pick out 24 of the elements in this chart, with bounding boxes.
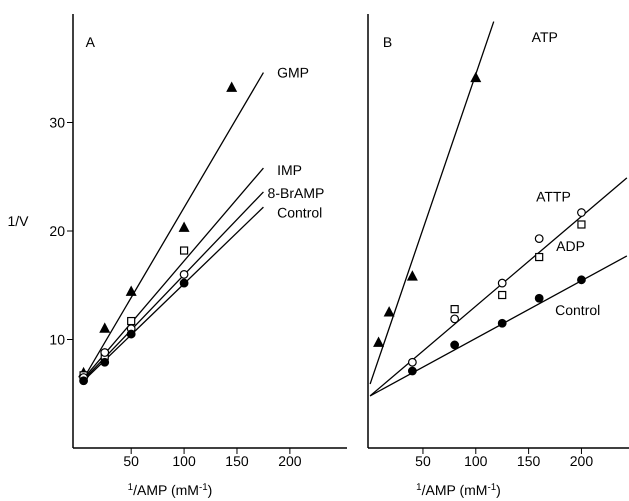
annotation: GMP — [277, 64, 310, 81]
annotation: Control — [277, 204, 322, 221]
x-tick-label: 100 — [464, 452, 488, 469]
x-tick-label: 200 — [278, 452, 302, 469]
x-tick-label: 50 — [123, 452, 140, 469]
x-tick-label: 50 — [415, 452, 431, 469]
y-tick-label: 20 — [49, 222, 66, 239]
annotation: Control — [555, 302, 600, 318]
x-tick-label: 150 — [516, 452, 541, 469]
annotation: B — [382, 34, 392, 50]
annotation: IMP — [277, 162, 302, 178]
annotation: A — [86, 34, 96, 50]
y-tick-label: 30 — [49, 114, 66, 130]
x-tick-label: 150 — [225, 452, 249, 469]
annotation: ATP — [532, 28, 558, 45]
annotation: 8-BrAMP — [268, 185, 324, 202]
x-tick-label: 100 — [172, 452, 196, 469]
y-tick-label: 10 — [49, 331, 66, 348]
y-axis-title: 1/V — [7, 213, 30, 229]
annotation: ADP — [556, 238, 585, 254]
x-axis-title: $^{1}$/AMP (mM$^{-1}$) — [416, 482, 501, 498]
annotation: ATTP — [536, 188, 571, 204]
x-tick-label: 200 — [570, 452, 594, 469]
x-axis-title: $^{1}$/AMP (mM$^{-1}$) — [128, 482, 212, 498]
